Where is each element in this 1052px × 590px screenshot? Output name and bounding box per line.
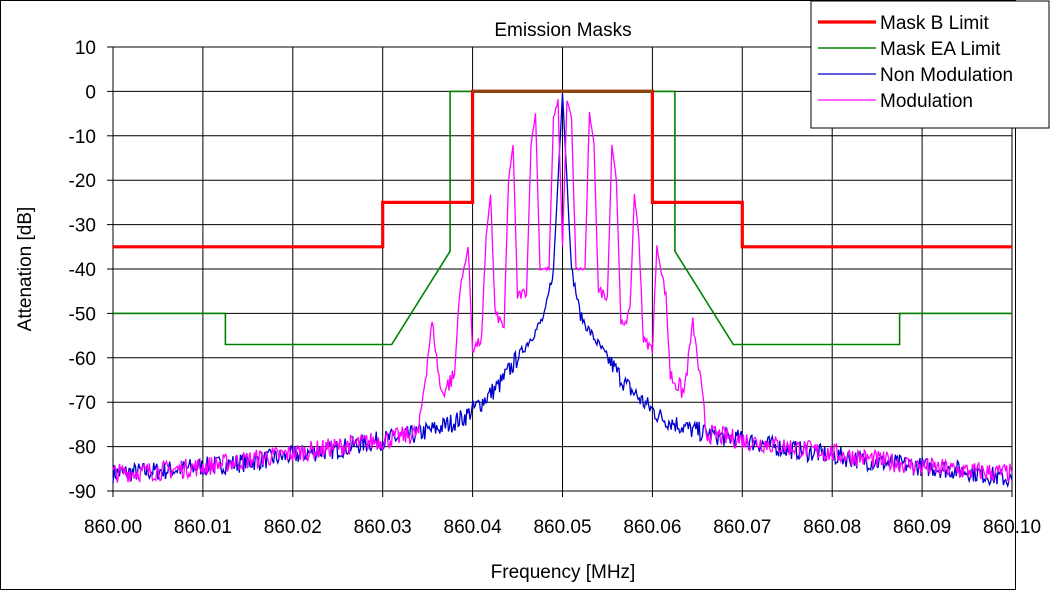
x-tick-label: 860.03 <box>354 517 412 538</box>
x-tick-label: 860.00 <box>84 517 142 538</box>
x-tick-label: 860.10 <box>983 517 1041 538</box>
y-axis-tick-labels: 10 0 -10 -20 -30 -40 -50 -60 -70 -80 -90 <box>69 38 96 503</box>
legend-label: Non Modulation <box>880 65 1013 86</box>
x-tick-label: 860.02 <box>264 517 322 538</box>
x-tick-label: 860.04 <box>444 517 503 538</box>
x-axis-label: Frequency [MHz] <box>491 562 636 583</box>
legend-label: Mask B Limit <box>880 13 989 34</box>
y-axis-label: Attenation [dB] <box>15 207 36 332</box>
y-tick-label: 10 <box>75 38 96 59</box>
legend: Mask B Limit Mask EA Limit Non Modulation M… <box>810 0 1050 129</box>
legend-label: Modulation <box>880 91 973 112</box>
chart-title: Emission Masks <box>494 20 631 41</box>
y-tick-label: -40 <box>69 260 96 281</box>
x-axis-tick-labels: 860.00 860.01 860.02 860.03 860.04 860.05 860.… <box>84 517 1041 538</box>
x-tick-label: 860.01 <box>174 517 232 538</box>
series-lines <box>112 89 1013 489</box>
y-tick-label: 0 <box>85 82 96 103</box>
y-tick-label: -10 <box>69 127 96 148</box>
y-tick-label: -60 <box>69 349 96 370</box>
x-tick-label: 860.08 <box>803 517 861 538</box>
y-tick-label: -90 <box>69 482 96 503</box>
plot-area-border <box>112 46 1013 492</box>
y-tick-label: -70 <box>69 393 96 414</box>
y-tick-label: -20 <box>69 171 96 192</box>
x-tick-label: 860.05 <box>533 517 591 538</box>
y-tick-label: -50 <box>69 304 96 325</box>
x-tick-label: 860.07 <box>713 517 771 538</box>
modulation-line <box>112 99 1013 483</box>
y-tick-label: -30 <box>69 216 96 237</box>
x-tick-label: 860.09 <box>893 517 951 538</box>
legend-label: Mask EA Limit <box>880 39 1001 60</box>
x-tick-label: 860.06 <box>623 517 681 538</box>
y-tick-label: -80 <box>69 438 96 459</box>
